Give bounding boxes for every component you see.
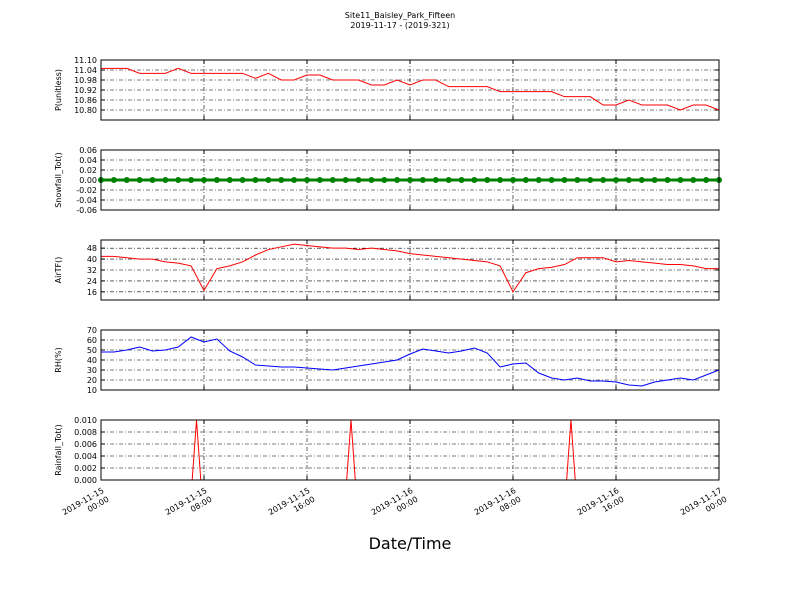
- data-point: [677, 177, 684, 183]
- data-point: [316, 177, 323, 183]
- data-point: [445, 177, 452, 183]
- y-tick-label: -0.06: [76, 206, 97, 215]
- y-tick-label: 0.06: [79, 146, 97, 155]
- y-tick-label: 0.004: [74, 452, 97, 461]
- y-tick-label: 0.02: [79, 166, 97, 175]
- data-point: [419, 177, 426, 183]
- data-point: [600, 177, 607, 183]
- y-tick-label: -0.04: [76, 196, 97, 205]
- data-point: [201, 177, 207, 183]
- data-point: [394, 177, 401, 183]
- y-axis-label: Rainfall_Tot(): [54, 424, 63, 476]
- y-tick-label: 0.008: [74, 428, 97, 437]
- y-tick-label: 32: [87, 266, 97, 275]
- data-point: [432, 177, 439, 183]
- y-tick-label: -0.02: [76, 186, 97, 195]
- y-tick-label: 50: [87, 346, 97, 355]
- y-axis-label: Snowfall_Tot(): [54, 152, 63, 208]
- data-point: [587, 177, 594, 183]
- y-axis-label: P(unitless): [54, 69, 63, 111]
- y-tick-label: 0.000: [74, 476, 97, 485]
- data-point: [497, 177, 504, 183]
- y-tick-label: 0.006: [74, 440, 97, 449]
- data-point: [291, 177, 298, 183]
- data-point: [613, 177, 619, 183]
- data-point: [278, 177, 285, 183]
- data-point: [162, 177, 169, 183]
- data-point: [651, 177, 658, 183]
- data-point: [510, 177, 516, 183]
- data-point: [471, 177, 478, 183]
- data-line: [101, 420, 719, 480]
- y-tick-label: 11.10: [74, 56, 97, 65]
- y-tick-label: 10.80: [74, 106, 97, 115]
- data-point: [703, 177, 710, 183]
- y-tick-label: 30: [87, 366, 97, 375]
- y-tick-label: 16: [87, 288, 97, 297]
- y-tick-label: 24: [87, 277, 97, 286]
- data-point: [329, 177, 336, 183]
- x-axis-label: Date/Time: [368, 534, 452, 553]
- data-point: [265, 177, 272, 183]
- data-point: [342, 177, 349, 183]
- y-tick-label: 10.86: [74, 96, 97, 105]
- data-point: [239, 177, 246, 183]
- data-point: [690, 177, 697, 183]
- data-point: [252, 177, 259, 183]
- data-point: [110, 177, 117, 183]
- y-tick-label: 0.00: [79, 176, 97, 185]
- data-point: [664, 177, 671, 183]
- data-point: [226, 177, 233, 183]
- data-point: [638, 177, 645, 183]
- data-point: [535, 177, 542, 183]
- y-tick-label: 11.04: [74, 66, 97, 75]
- y-tick-label: 10.98: [74, 76, 97, 85]
- data-point: [458, 177, 465, 183]
- data-line: [101, 336, 719, 387]
- data-line: [101, 243, 719, 293]
- y-tick-label: 70: [87, 326, 97, 335]
- data-point: [188, 177, 195, 183]
- plot-frame: [100, 59, 720, 121]
- data-point: [484, 177, 491, 183]
- data-point: [123, 177, 130, 183]
- data-point: [407, 177, 413, 183]
- data-line: [101, 67, 719, 111]
- figure-title: Site11_Baisley_Park_Fifteen: [344, 11, 456, 20]
- data-point: [213, 177, 220, 183]
- data-point: [561, 177, 568, 183]
- plot-frame: [100, 329, 720, 391]
- data-point: [368, 177, 375, 183]
- data-point: [304, 177, 310, 183]
- figure-subtitle: 2019-11-17 - (2019-321): [350, 21, 450, 30]
- data-point: [381, 177, 388, 183]
- y-tick-label: 40: [87, 255, 97, 264]
- y-tick-label: 40: [87, 356, 97, 365]
- data-point: [574, 177, 581, 183]
- plot-frame: [100, 239, 720, 301]
- data-point: [625, 177, 632, 183]
- data-point: [136, 177, 143, 183]
- y-tick-label: 10.92: [74, 86, 97, 95]
- y-tick-label: 0.010: [74, 416, 97, 425]
- plot-frame: [100, 149, 720, 211]
- plot-frame: [100, 419, 720, 481]
- y-tick-label: 0.04: [79, 156, 97, 165]
- data-point: [149, 177, 156, 183]
- y-tick-label: 60: [87, 336, 97, 345]
- y-tick-label: 48: [87, 244, 97, 253]
- data-point: [355, 177, 362, 183]
- data-point: [522, 177, 529, 183]
- y-axis-label: AirTF(): [54, 257, 63, 284]
- y-tick-label: 0.002: [74, 464, 97, 473]
- y-tick-label: 20: [87, 376, 97, 385]
- y-tick-label: 10: [87, 386, 97, 395]
- y-axis-label: RH(%): [54, 347, 63, 372]
- data-point: [175, 177, 182, 183]
- data-point: [548, 177, 555, 183]
